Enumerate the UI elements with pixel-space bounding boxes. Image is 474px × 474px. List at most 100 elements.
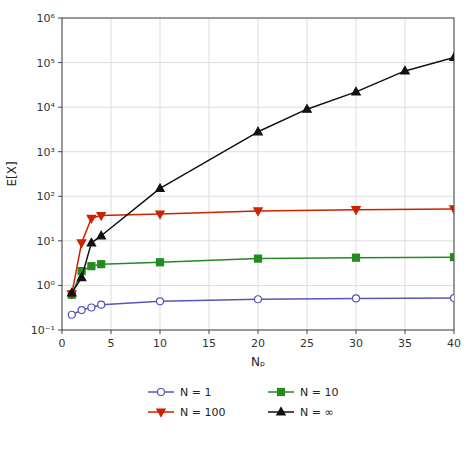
legend-item: N = ∞: [268, 406, 334, 419]
series: [68, 53, 454, 296]
point-marker: [352, 207, 360, 215]
tick-label-x: 35: [398, 337, 412, 350]
legend-marker: [278, 389, 285, 396]
y-axis-label: E[X]: [5, 161, 19, 186]
point-marker: [98, 301, 105, 308]
tick-label-y: 10²: [37, 190, 55, 203]
point-marker: [87, 238, 95, 246]
plot-area: [68, 53, 454, 318]
point-marker: [450, 206, 454, 214]
point-marker: [450, 53, 454, 61]
tick-label-x: 25: [300, 337, 314, 350]
point-marker: [156, 184, 164, 192]
tick-label-x: 30: [349, 337, 363, 350]
legend-label: N = 10: [300, 386, 338, 399]
series: [68, 295, 454, 319]
legend-marker: [277, 408, 285, 416]
point-marker: [97, 231, 105, 239]
point-marker: [255, 255, 262, 262]
tick-x: [454, 330, 455, 334]
series-line: [72, 57, 454, 292]
point-marker: [255, 296, 262, 303]
axes: 051015202530354010⁻¹10⁰10¹10²10³10⁴10⁵10…: [31, 12, 461, 350]
tick-y: [58, 18, 62, 19]
tick-label-y: 10⁶: [37, 12, 56, 25]
legend-item: N = 100: [148, 406, 225, 419]
point-marker: [157, 259, 164, 266]
grid: [62, 18, 454, 330]
tick-label-x: 0: [59, 337, 66, 350]
x-axis-label: Nₚ: [251, 355, 265, 369]
grid-line-y: [62, 151, 454, 152]
legend-marker: [157, 409, 165, 417]
point-marker: [451, 295, 455, 302]
legend-marker: [158, 389, 165, 396]
grid-line-y: [62, 107, 454, 108]
tick-x: [62, 330, 63, 334]
tick-x: [356, 330, 357, 334]
series-line: [72, 257, 454, 294]
tick-y: [58, 330, 62, 331]
point-marker: [77, 273, 85, 281]
tick-y: [58, 240, 62, 241]
tick-x: [160, 330, 161, 334]
point-marker: [78, 307, 85, 314]
grid-line-x: [160, 18, 161, 330]
grid-line-x: [307, 18, 308, 330]
tick-x: [111, 330, 112, 334]
series-line: [72, 298, 454, 315]
grid-line-x: [405, 18, 406, 330]
grid-line-y: [62, 285, 454, 286]
point-marker: [303, 105, 311, 113]
point-marker: [254, 127, 262, 135]
legend: N = 1 N = 10 N = 100 N = ∞: [148, 386, 338, 419]
series: [68, 206, 454, 298]
point-marker: [88, 263, 95, 270]
point-marker: [77, 240, 85, 248]
tick-x: [258, 330, 259, 334]
tick-label-x: 15: [202, 337, 216, 350]
tick-y: [58, 285, 62, 286]
tick-y: [58, 196, 62, 197]
tick-y: [58, 62, 62, 63]
point-marker: [157, 298, 164, 305]
point-marker: [98, 261, 105, 268]
point-marker: [156, 211, 164, 219]
point-marker: [353, 254, 360, 261]
tick-label-y: 10¹: [37, 235, 55, 248]
tick-label-y: 10⁰: [37, 279, 56, 292]
grid-line-x: [356, 18, 357, 330]
tick-y: [58, 107, 62, 108]
tick-x: [209, 330, 210, 334]
tick-x: [405, 330, 406, 334]
tick-y: [58, 151, 62, 152]
tick-label-y: 10⁵: [37, 57, 55, 70]
grid-line-x: [258, 18, 259, 330]
point-marker: [97, 213, 105, 221]
legend-label: N = 100: [180, 406, 225, 419]
grid-line-y: [62, 196, 454, 197]
grid-line-x: [111, 18, 112, 330]
tick-label-x: 20: [251, 337, 265, 350]
grid-line-y: [62, 62, 454, 63]
point-marker: [87, 215, 95, 223]
legend-item: N = 10: [268, 386, 338, 399]
tick-label-y: 10⁴: [37, 101, 56, 114]
series-line: [72, 209, 454, 294]
grid-line-x: [209, 18, 210, 330]
tick-label-y: 10⁻¹: [31, 324, 55, 337]
point-marker: [68, 288, 76, 296]
point-marker: [353, 295, 360, 302]
point-marker: [401, 66, 409, 74]
tick-x: [307, 330, 308, 334]
point-marker: [254, 208, 262, 216]
point-marker: [88, 304, 95, 311]
tick-label-x: 5: [108, 337, 115, 350]
tick-label-x: 10: [153, 337, 167, 350]
legend-label: N = ∞: [300, 406, 334, 419]
tick-label-x: 40: [447, 337, 461, 350]
series: [68, 254, 454, 298]
point-marker: [352, 87, 360, 95]
point-marker: [451, 254, 455, 261]
legend-item: N = 1: [148, 386, 211, 399]
